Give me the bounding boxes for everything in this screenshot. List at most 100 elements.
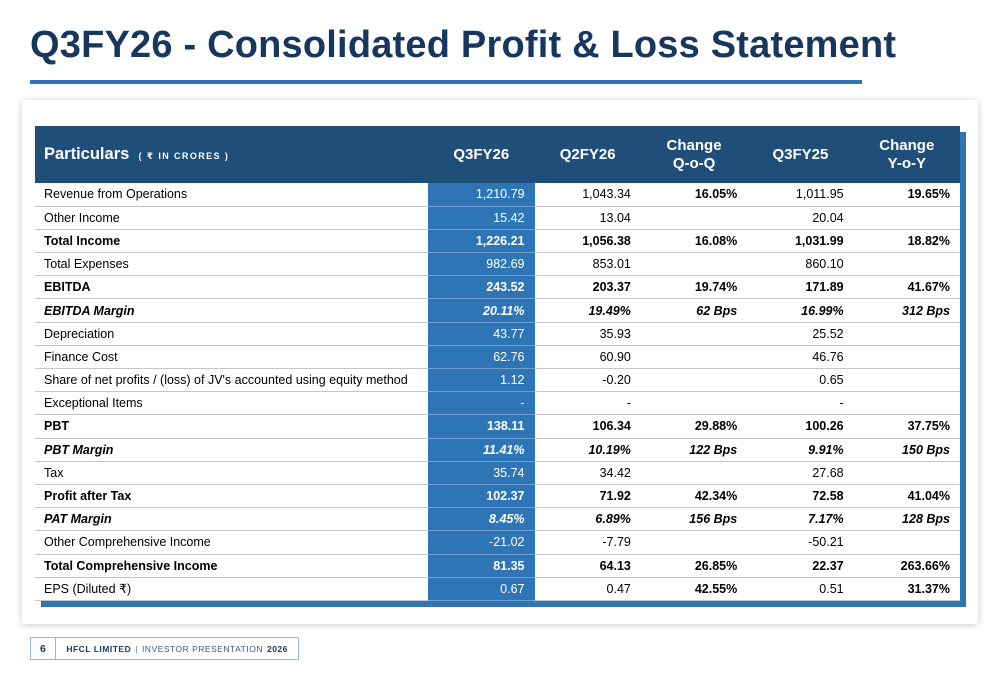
cell-q3fy26: 35.74 — [428, 461, 535, 485]
cell-q3fy26: 0.67 — [428, 577, 535, 601]
cell-change-yoy: 19.65% — [853, 183, 960, 207]
table-row: Total Expenses 982.69 853.01 860.10 — [35, 252, 960, 277]
cell-particulars: Exceptional Items — [35, 391, 429, 416]
cell-q3fy25: 7.17% — [747, 507, 854, 532]
cell-q3fy26: 243.52 — [428, 275, 535, 300]
cell-change-qoq: 156 Bps — [640, 507, 748, 532]
pnl-table-body: Revenue from Operations 1,210.79 1,043.34 1… — [35, 183, 960, 601]
cell-change-qoq: 122 Bps — [640, 438, 748, 462]
page-title: Q3FY26 - Consolidated Profit & Loss Stat… — [30, 24, 897, 66]
cell-particulars: EPS (Diluted ₹) — [35, 577, 429, 601]
cell-q3fy25: 9.91% — [747, 438, 854, 462]
cell-particulars: Other Income — [35, 206, 429, 230]
cell-particulars: Finance Cost — [35, 345, 429, 370]
cell-change-qoq: 42.55% — [640, 577, 748, 601]
footer-year: 2026 — [266, 643, 288, 654]
cell-q2fy26: 10.19% — [534, 438, 641, 462]
cell-q2fy26: - — [534, 391, 641, 416]
cell-change-qoq: 42.34% — [640, 484, 748, 509]
cell-change-yoy: 18.82% — [853, 229, 960, 254]
cell-change-qoq — [640, 252, 748, 277]
cell-change-qoq: 16.08% — [640, 229, 748, 254]
table-row: PBT Margin 11.41% 10.19% 122 Bps 9.91% 150 Bp… — [35, 438, 960, 462]
content-card: Particulars ( ₹ IN CRORES ) Q3FY26 Q2FY2… — [22, 100, 978, 624]
cell-q2fy26: 6.89% — [534, 507, 641, 532]
cell-q2fy26: 19.49% — [534, 298, 641, 323]
table-row: Finance Cost 62.76 60.90 46.76 — [35, 345, 960, 370]
cell-particulars: Other Comprehensive Income — [35, 530, 429, 555]
cell-change-yoy: 37.75% — [853, 414, 960, 439]
cell-q2fy26: 1,056.38 — [534, 229, 641, 254]
cell-q2fy26: 60.90 — [534, 345, 641, 370]
cell-change-yoy — [853, 252, 960, 277]
cell-q3fy25: 46.76 — [747, 345, 854, 370]
footer-presentation: INVESTOR PRESENTATION — [141, 643, 263, 654]
footer-separator: | — [135, 643, 138, 654]
cell-q3fy26: 62.76 — [428, 345, 535, 370]
table-row: Total Income 1,226.21 1,056.38 16.08% 1,031.… — [35, 229, 960, 254]
cell-q2fy26: -0.20 — [534, 368, 641, 393]
cell-change-qoq: 29.88% — [640, 414, 748, 439]
cell-change-qoq — [640, 206, 748, 230]
cell-q3fy26: - — [428, 391, 535, 416]
cell-q2fy26: 35.93 — [534, 322, 641, 346]
column-header-q3fy26: Q3FY26 — [428, 126, 535, 183]
column-header-q3fy25: Q3FY25 — [747, 126, 854, 183]
cell-q3fy26: 15.42 — [428, 206, 535, 230]
cell-q3fy25: 25.52 — [747, 322, 854, 346]
cell-change-yoy — [853, 322, 960, 346]
table-row: Share of net profits / (loss) of JV's ac… — [35, 368, 960, 393]
cell-change-yoy: 41.67% — [853, 275, 960, 300]
cell-q3fy26: 11.41% — [428, 438, 535, 462]
cell-change-qoq: 62 Bps — [640, 298, 748, 323]
cell-q3fy25: 0.65 — [747, 368, 854, 393]
table-row: Exceptional Items - - - — [35, 391, 960, 416]
cell-particulars: Share of net profits / (loss) of JV's ac… — [35, 368, 429, 393]
cell-change-yoy: 263.66% — [853, 554, 960, 578]
cell-change-yoy — [853, 206, 960, 230]
cell-change-yoy: 31.37% — [853, 577, 960, 601]
cell-q3fy25: 100.26 — [747, 414, 854, 439]
cell-particulars: Tax — [35, 461, 429, 485]
cell-q3fy25: 0.51 — [747, 577, 854, 601]
table-row: EBITDA Margin 20.11% 19.49% 62 Bps 16.99% 312… — [35, 298, 960, 323]
cell-change-yoy — [853, 461, 960, 485]
cell-q3fy26: 982.69 — [428, 252, 535, 277]
cell-change-qoq: 19.74% — [640, 275, 748, 300]
cell-particulars: PAT Margin — [35, 507, 429, 532]
cell-change-yoy: 150 Bps — [853, 438, 960, 462]
cell-change-qoq — [640, 322, 748, 346]
cell-q3fy26: 138.11 — [428, 414, 535, 439]
cell-change-yoy — [853, 345, 960, 370]
cell-q3fy26: 102.37 — [428, 484, 535, 509]
cell-particulars: Profit after Tax — [35, 484, 429, 509]
cell-q2fy26: 34.42 — [534, 461, 641, 485]
cell-q3fy26: 1,226.21 — [428, 229, 535, 254]
cell-q2fy26: 0.47 — [534, 577, 641, 601]
cell-particulars: Revenue from Operations — [35, 183, 429, 207]
cell-particulars: Total Comprehensive Income — [35, 554, 429, 578]
cell-change-qoq — [640, 345, 748, 370]
cell-q2fy26: 853.01 — [534, 252, 641, 277]
table-row: Other Comprehensive Income -21.02 -7.79 -50… — [35, 530, 960, 555]
table-row: Total Comprehensive Income 81.35 64.13 26.8… — [35, 554, 960, 578]
table-row: PAT Margin 8.45% 6.89% 156 Bps 7.17% 128 Bps — [35, 507, 960, 532]
particulars-label: Particulars — [44, 145, 130, 163]
table-row: EBITDA 243.52 203.37 19.74% 171.89 41.67% — [35, 275, 960, 300]
cell-q2fy26: -7.79 — [534, 530, 641, 555]
cell-q3fy26: -21.02 — [428, 530, 535, 555]
cell-change-qoq: 26.85% — [640, 554, 748, 578]
cell-q2fy26: 106.34 — [534, 414, 641, 439]
cell-change-qoq — [640, 391, 748, 416]
cell-change-yoy — [853, 391, 960, 416]
cell-q3fy26: 43.77 — [428, 322, 535, 346]
table-row: Depreciation 43.77 35.93 25.52 — [35, 322, 960, 346]
cell-q3fy25: 171.89 — [747, 275, 854, 300]
cell-q3fy26: 1.12 — [428, 368, 535, 393]
cell-particulars: Depreciation — [35, 322, 429, 346]
column-header-change-qoq: Change Q-o-Q — [640, 126, 748, 183]
cell-q3fy25: 27.68 — [747, 461, 854, 485]
cell-q3fy25: 1,031.99 — [747, 229, 854, 254]
page-number: 6 — [31, 638, 57, 659]
cell-q3fy25: - — [747, 391, 854, 416]
